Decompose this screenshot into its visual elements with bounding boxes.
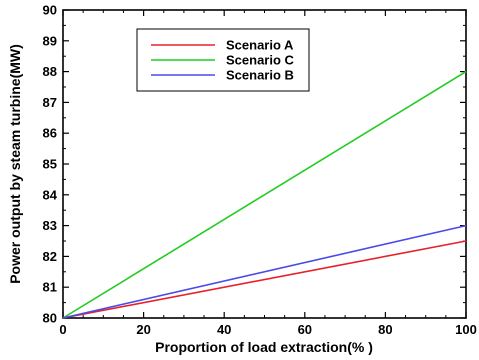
series-line-scenario-c	[62, 70, 467, 319]
y-tick-label: 82	[43, 249, 57, 264]
y-tick-label: 80	[43, 311, 57, 326]
y-axis-ticks: 80 81 82 83 84 85 86 87 88 89 90	[43, 3, 466, 326]
y-tick-label: 85	[43, 157, 57, 172]
x-axis-title: Proportion of load extraction(% )	[155, 339, 373, 355]
x-axis-ticks: 0 20 40 60 80 100	[59, 10, 477, 337]
x-tick-label: 80	[378, 322, 392, 337]
y-tick-label: 87	[43, 95, 57, 110]
series-line-scenario-a	[62, 240, 467, 319]
y-tick-label: 89	[43, 33, 57, 48]
y-axis-title: Power output by steam turbine(MW)	[7, 44, 23, 284]
x-tick-label: 20	[136, 322, 150, 337]
x-tick-label: 100	[455, 322, 477, 337]
x-tick-label: 40	[217, 322, 231, 337]
legend-label: Scenario C	[226, 53, 295, 68]
y-tick-label: 81	[43, 280, 57, 295]
y-tick-label: 84	[43, 187, 58, 202]
y-tick-label: 83	[43, 218, 57, 233]
x-tick-label: 60	[298, 322, 312, 337]
y-tick-label: 88	[43, 64, 57, 79]
series-line-scenario-b	[62, 224, 467, 319]
series-lines	[62, 70, 467, 319]
y-tick-label: 86	[43, 126, 57, 141]
x-tick-label: 0	[59, 322, 66, 337]
legend-label: Scenario B	[226, 68, 294, 83]
legend-label: Scenario A	[226, 38, 294, 53]
y-tick-label: 90	[43, 3, 57, 18]
